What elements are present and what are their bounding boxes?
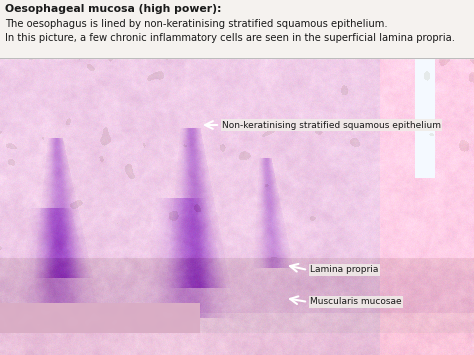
Text: In this picture, a few chronic inflammatory cells are seen in the superficial la: In this picture, a few chronic inflammat… bbox=[5, 33, 455, 43]
Text: Non-keratinising stratified squamous epithelium: Non-keratinising stratified squamous epi… bbox=[222, 120, 441, 130]
Bar bbox=[0, 0, 474, 58]
Text: The oesophagus is lined by non-keratinising stratified squamous epithelium.: The oesophagus is lined by non-keratinis… bbox=[5, 19, 388, 29]
Text: Oesophageal mucosa (high power):: Oesophageal mucosa (high power): bbox=[5, 4, 221, 14]
Text: Muscularis mucosae: Muscularis mucosae bbox=[310, 297, 401, 306]
Text: Lamina propria: Lamina propria bbox=[310, 266, 378, 274]
